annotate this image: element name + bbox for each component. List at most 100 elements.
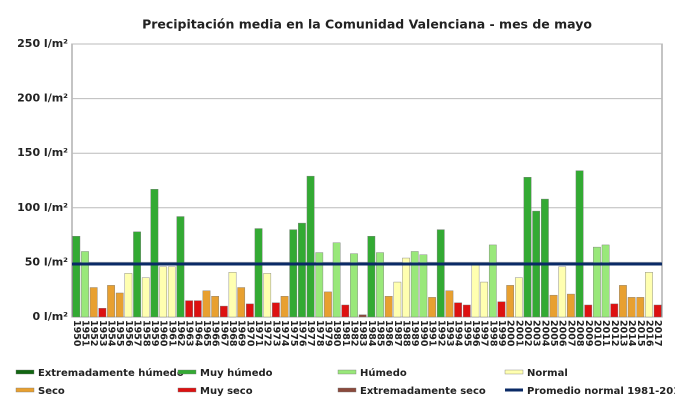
- bar: [237, 287, 246, 318]
- bar: [150, 189, 159, 318]
- y-tick-label: 200 l/m²: [17, 92, 68, 105]
- x-tick-label: 1963: [184, 320, 195, 346]
- x-tick-label: 1983: [357, 320, 368, 346]
- legend-label: Muy húmedo: [200, 367, 273, 379]
- bar: [541, 198, 549, 318]
- y-tick-label: 100 l/m²: [17, 201, 68, 214]
- x-tick-label: 1991: [427, 320, 438, 346]
- bar: [567, 293, 575, 318]
- bar: [410, 251, 419, 318]
- bar: [115, 292, 124, 318]
- x-tick-label: 1990: [418, 320, 429, 347]
- legend-label: Muy seco: [200, 386, 253, 397]
- x-tick-label: 1971: [253, 320, 264, 346]
- bar: [419, 254, 428, 318]
- x-tick-label: 2010: [591, 320, 602, 347]
- x-tick-label: 1982: [348, 320, 359, 346]
- x-tick-label: 2006: [557, 320, 568, 347]
- y-tick-label: 150 l/m²: [17, 146, 68, 159]
- bar: [601, 244, 610, 318]
- bar: [324, 291, 332, 318]
- bar: [289, 229, 298, 318]
- x-tick-label: 2009: [583, 320, 594, 346]
- x-tick-label: 1950: [71, 320, 82, 347]
- x-tick-label: 1993: [444, 320, 455, 346]
- x-tick-label: 2005: [548, 320, 559, 346]
- x-tick-label: 1995: [461, 320, 472, 346]
- legend-swatch: [337, 387, 357, 393]
- legend-label: Promedio normal 1981-2010: [527, 386, 675, 397]
- x-tick-label: 1959: [149, 320, 160, 346]
- x-tick-label: 1976: [296, 320, 307, 347]
- bar: [384, 296, 393, 318]
- x-tick-label: 1970: [244, 320, 255, 347]
- bar: [211, 296, 220, 318]
- bar: [133, 231, 141, 318]
- x-tick-label: 1954: [106, 320, 117, 347]
- y-tick-label: 50 l/m²: [25, 255, 68, 268]
- x-tick-label: 1966: [210, 320, 221, 347]
- bar: [376, 252, 384, 318]
- x-tick-label: 1969: [236, 320, 247, 346]
- bar: [228, 272, 237, 318]
- bar: [306, 175, 315, 318]
- bar: [549, 294, 558, 318]
- bar: [280, 296, 289, 318]
- x-tick-label: 2007: [565, 320, 576, 346]
- legend-label: Normal: [527, 368, 568, 379]
- x-tick-label: 2002: [522, 320, 533, 346]
- x-tick-label: 1992: [435, 320, 446, 346]
- bar: [506, 285, 515, 318]
- bar: [619, 285, 627, 318]
- x-tick-label: 2008: [574, 320, 585, 347]
- bar: [185, 300, 193, 318]
- y-tick-label: 0 l/m²: [32, 310, 68, 323]
- x-tick-label: 1984: [366, 320, 377, 347]
- x-tick-label: 1956: [123, 320, 134, 347]
- bar: [454, 302, 462, 318]
- x-tick-label: 1997: [479, 320, 490, 346]
- x-tick-label: 1979: [322, 320, 333, 346]
- bar: [202, 290, 211, 318]
- x-tick-label: 1980: [331, 320, 342, 347]
- x-tick-label: 1974: [279, 320, 290, 347]
- bar: [107, 285, 115, 318]
- bar: [332, 242, 341, 318]
- bar: [428, 297, 436, 318]
- bar: [462, 304, 471, 318]
- bar: [176, 216, 185, 318]
- x-tick-label: 2015: [635, 320, 646, 346]
- bar: [584, 304, 593, 318]
- x-tick-label: 2014: [626, 320, 637, 347]
- legend-swatch: [504, 369, 524, 375]
- bar: [272, 302, 280, 318]
- chart-title: Precipitación media en la Comunidad Vale…: [142, 17, 592, 32]
- bar: [393, 281, 402, 318]
- bar: [315, 252, 324, 318]
- x-tick-label: 1985: [375, 320, 386, 346]
- x-tick-label: 2013: [617, 320, 628, 346]
- bar: [488, 244, 497, 318]
- bar: [246, 303, 254, 318]
- x-tick-label: 2017: [652, 320, 663, 346]
- x-tick-label: 1965: [201, 320, 212, 346]
- bar: [627, 297, 636, 318]
- bar: [141, 277, 150, 318]
- x-tick-label: 1957: [132, 320, 143, 346]
- x-tick-label: 1962: [175, 320, 186, 346]
- x-tick-label: 1953: [97, 320, 108, 346]
- legend-label: Extremadamente seco: [360, 386, 486, 397]
- legend-label: Seco: [38, 386, 65, 397]
- legend-swatch: [15, 369, 35, 375]
- bar: [645, 272, 653, 318]
- bar: [124, 273, 133, 318]
- bar: [575, 170, 584, 318]
- x-tick-label: 1999: [496, 320, 507, 346]
- x-tick-label: 2001: [513, 320, 524, 346]
- bar: [72, 235, 81, 318]
- bar: [341, 304, 350, 318]
- bar: [497, 301, 506, 318]
- x-tick-label: 1998: [487, 320, 498, 347]
- x-tick-label: 1996: [470, 320, 481, 347]
